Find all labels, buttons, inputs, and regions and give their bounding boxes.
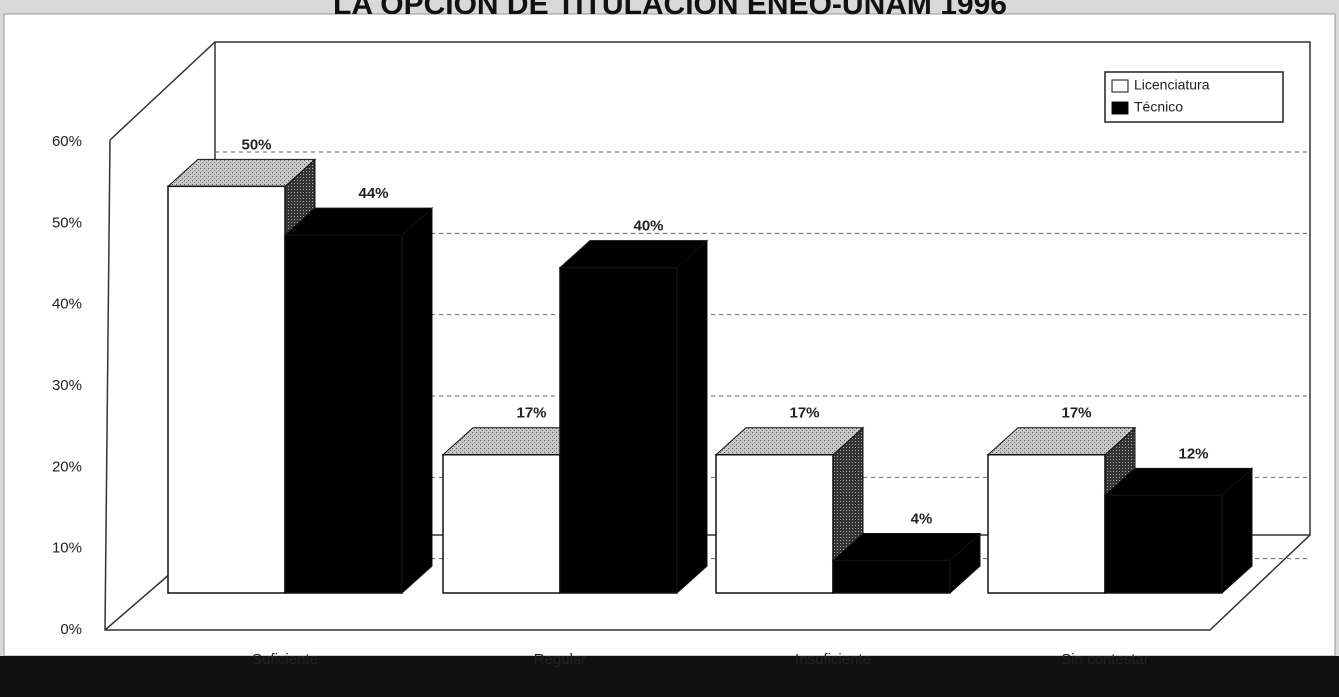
value-label: 50% bbox=[241, 136, 271, 153]
y-tick-label: 60% bbox=[52, 133, 82, 150]
bar bbox=[559, 266, 678, 594]
value-label: 17% bbox=[516, 405, 546, 422]
x-tick-label: Sin contestar bbox=[1061, 651, 1149, 668]
x-tick-label: Insuficiente bbox=[795, 651, 871, 668]
value-label: 17% bbox=[1061, 405, 1091, 422]
legend-swatch bbox=[1111, 79, 1129, 93]
y-tick-label: 50% bbox=[52, 214, 82, 231]
y-tick-label: 0% bbox=[60, 621, 82, 638]
y-tick-label: 30% bbox=[52, 377, 82, 394]
y-tick-label: 20% bbox=[52, 458, 82, 475]
value-label: 4% bbox=[911, 510, 933, 527]
value-label: 40% bbox=[633, 218, 663, 235]
bar-side bbox=[676, 239, 708, 595]
legend-box bbox=[1104, 71, 1284, 123]
bar bbox=[284, 234, 403, 594]
x-tick-label: Suficiente bbox=[252, 651, 318, 668]
legend-label: Técnico bbox=[1134, 99, 1183, 115]
value-label: 12% bbox=[1178, 445, 1208, 462]
bar bbox=[1104, 494, 1223, 594]
bar bbox=[442, 453, 561, 594]
chart-title: LA OPCIÓN DE TITULACIÓN ENEO-UNAM 1996 bbox=[333, 0, 1007, 21]
value-label: 17% bbox=[789, 405, 819, 422]
bar bbox=[987, 453, 1106, 594]
bar bbox=[832, 559, 951, 594]
value-label: 44% bbox=[358, 185, 388, 202]
legend: Licenciatura Técnico bbox=[1104, 71, 1284, 123]
bar bbox=[167, 185, 286, 594]
bar-side bbox=[401, 207, 433, 595]
y-tick-label: 10% bbox=[52, 540, 82, 557]
x-tick-label: Regular bbox=[534, 651, 587, 668]
bottom-band bbox=[0, 656, 1339, 697]
legend-label: Licenciatura bbox=[1134, 77, 1210, 93]
y-tick-label: 40% bbox=[52, 296, 82, 313]
bar bbox=[715, 453, 834, 594]
legend-swatch bbox=[1111, 101, 1129, 115]
